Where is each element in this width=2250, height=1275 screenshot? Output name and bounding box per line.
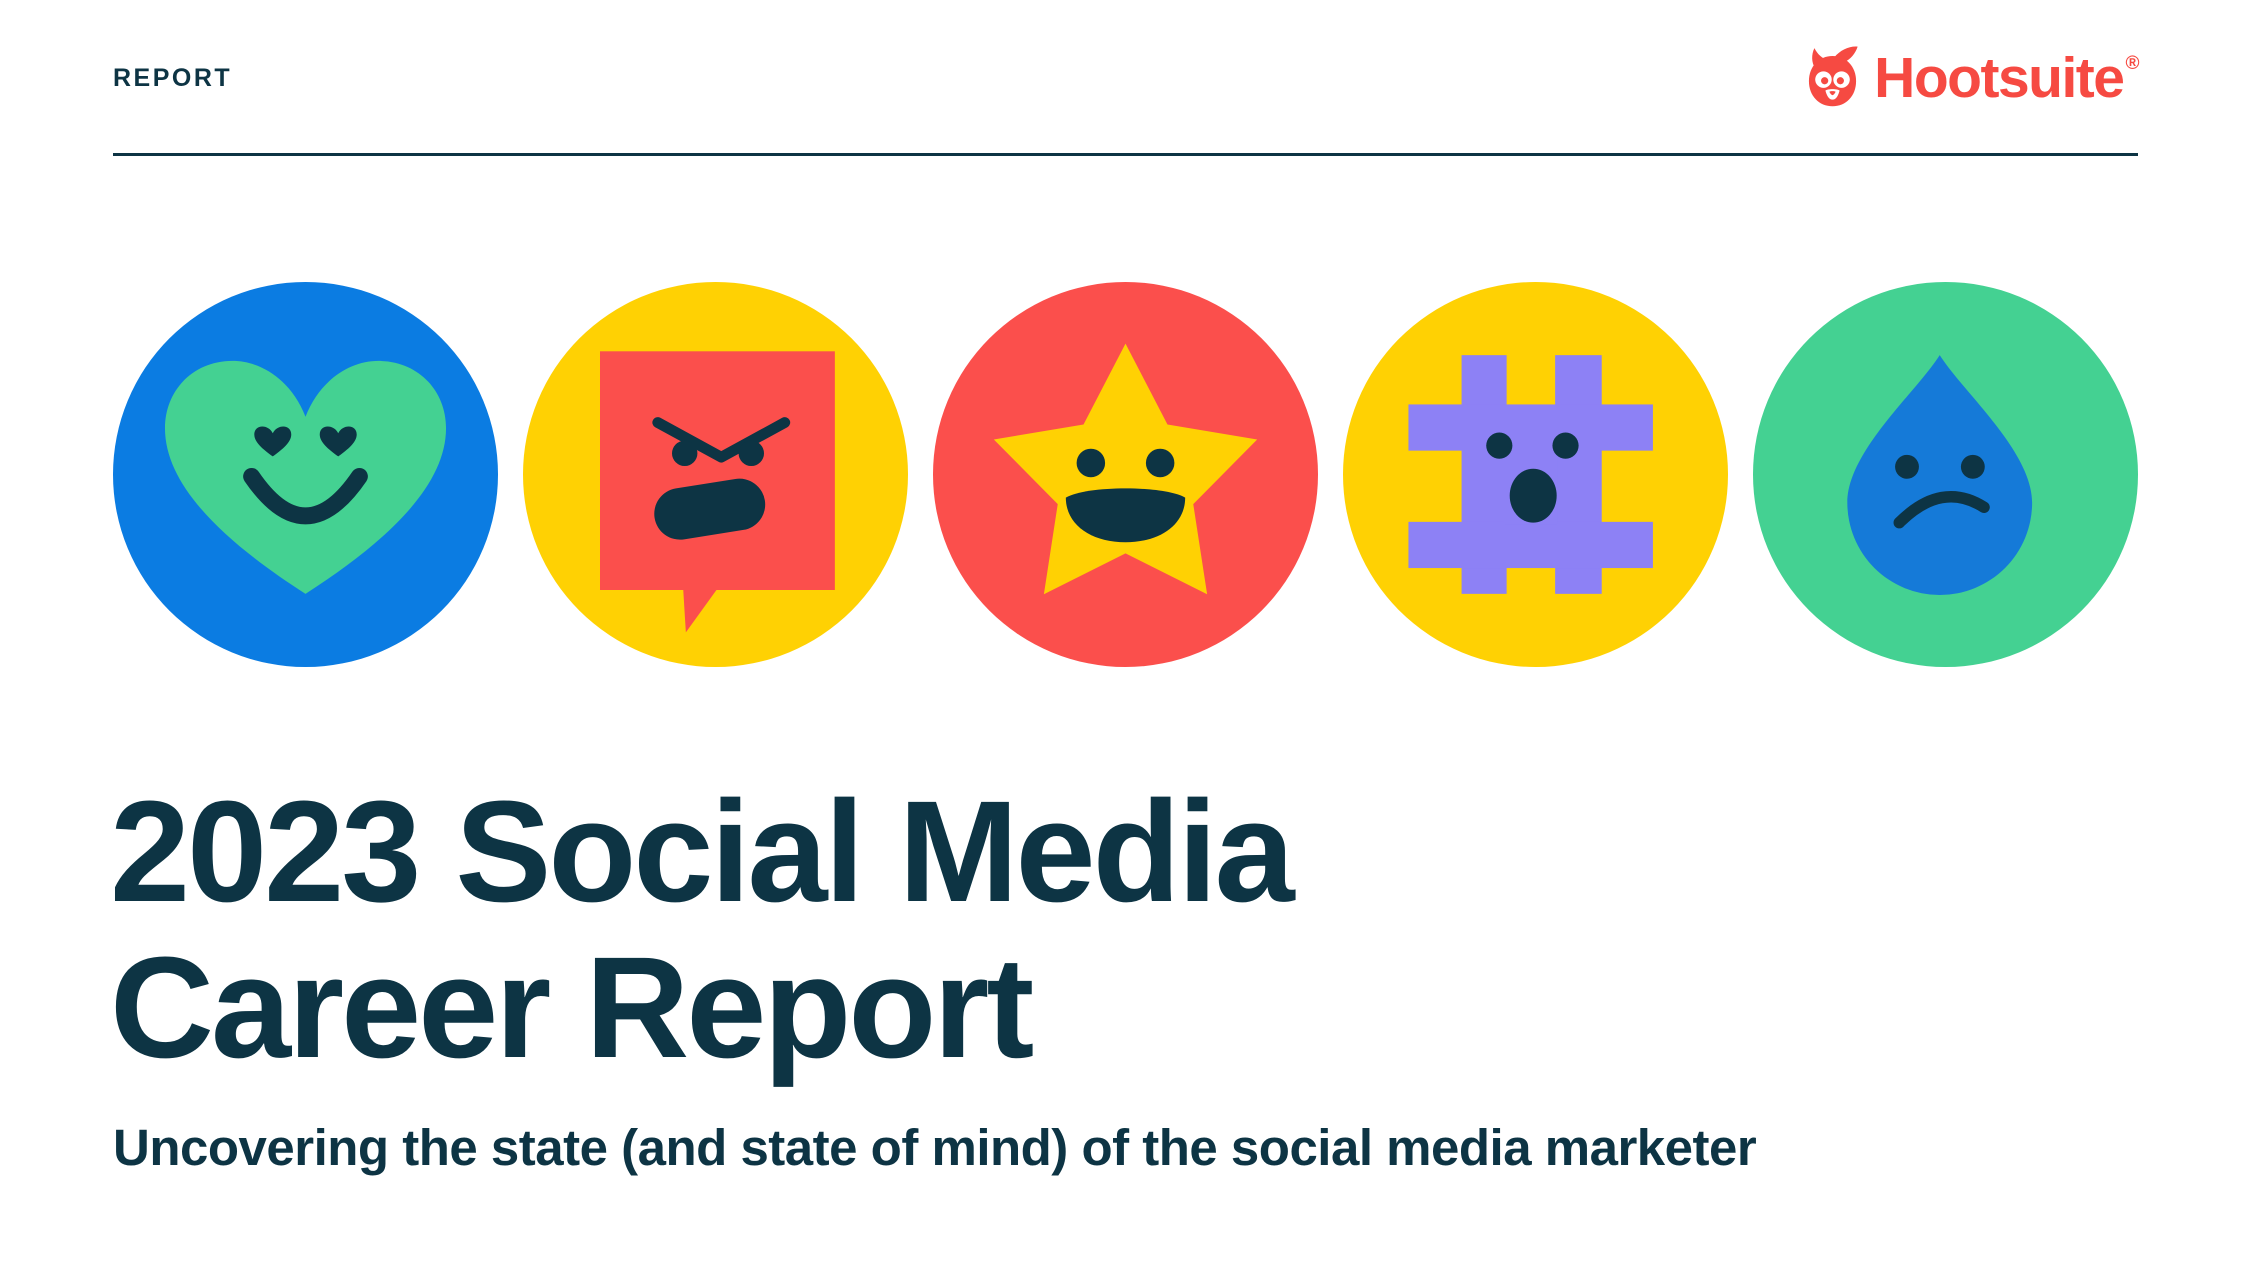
sad-drop-emoji-icon	[1753, 282, 2138, 667]
page-title: 2023 Social Media Career Report	[110, 771, 1295, 1088]
love-heart-emoji-icon	[113, 282, 498, 667]
title-line-1: 2023 Social Media	[110, 771, 1295, 932]
hootsuite-logo: Hootsuite ®	[1801, 45, 2140, 111]
hootsuite-wordmark: Hootsuite ®	[1874, 45, 2140, 110]
hootsuite-owl-icon	[1809, 46, 1858, 107]
happy-star-emoji-icon	[933, 282, 1318, 667]
header-divider	[113, 153, 2138, 156]
header: REPORT Hootsuite ®	[113, 42, 2140, 114]
report-label: REPORT	[113, 63, 233, 92]
angry-comment-emoji-icon	[523, 282, 908, 667]
brand-name: Hootsuite	[1874, 45, 2125, 110]
page-subtitle: Uncovering the state (and state of mind)…	[113, 1119, 1757, 1176]
emoji-badge-row	[113, 282, 2138, 667]
registered-trademark: ®	[2125, 52, 2140, 74]
title-line-2: Career Report	[110, 927, 1034, 1088]
surprised-hashtag-emoji-icon	[1343, 282, 1728, 667]
